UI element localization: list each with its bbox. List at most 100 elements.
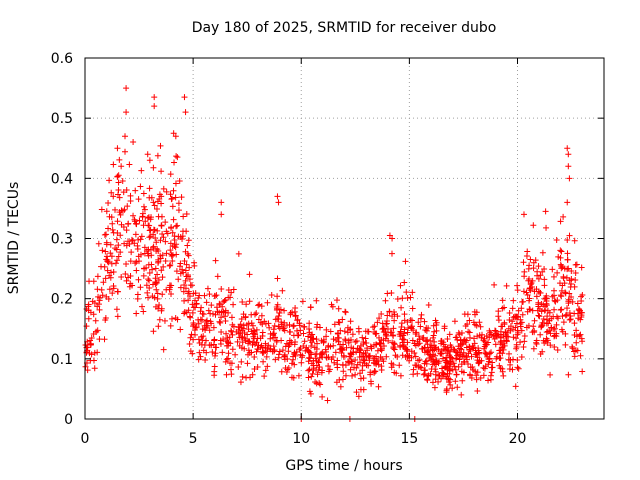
data-point: [195, 316, 202, 323]
data-point: [103, 256, 110, 263]
data-point: [564, 305, 571, 312]
data-point: [290, 322, 297, 329]
data-point: [427, 337, 434, 344]
data-point: [155, 323, 162, 330]
data-point: [401, 279, 408, 286]
data-point: [214, 273, 221, 280]
data-point: [339, 316, 346, 323]
data-point: [123, 277, 130, 284]
data-point: [123, 85, 130, 92]
data-point: [185, 297, 192, 304]
data-point: [483, 350, 490, 357]
data-point: [430, 322, 437, 329]
data-point: [557, 292, 564, 299]
data-point: [337, 341, 344, 348]
data-point: [557, 218, 564, 225]
data-point: [154, 271, 161, 278]
data-point: [220, 336, 227, 343]
data-point: [101, 263, 108, 270]
data-point: [476, 319, 483, 326]
data-point: [239, 333, 246, 340]
data-point: [152, 234, 159, 241]
data-point: [226, 334, 233, 341]
data-point: [401, 317, 408, 324]
data-point: [324, 397, 331, 404]
data-point: [543, 320, 550, 327]
data-point: [184, 242, 191, 249]
data-point: [359, 334, 366, 341]
data-point: [411, 349, 418, 356]
data-point: [249, 322, 256, 329]
data-point: [421, 360, 428, 367]
x-tick-label: 10: [292, 431, 310, 447]
data-point: [305, 374, 312, 381]
data-point: [353, 364, 360, 371]
data-point: [558, 293, 565, 300]
data-point: [517, 339, 524, 346]
data-point: [495, 317, 502, 324]
data-point: [225, 350, 232, 357]
data-point: [264, 348, 271, 355]
data-point: [336, 319, 343, 326]
data-point: [558, 248, 565, 255]
data-point: [535, 312, 542, 319]
data-point: [172, 315, 179, 322]
data-point: [175, 207, 182, 214]
data-point: [98, 206, 105, 213]
data-point: [147, 226, 154, 233]
data-point: [524, 248, 531, 255]
data-point: [213, 344, 220, 351]
data-point: [497, 338, 504, 345]
data-point: [566, 290, 573, 297]
data-point: [546, 327, 553, 334]
data-point: [218, 211, 225, 218]
data-point: [102, 248, 109, 255]
data-point: [236, 342, 243, 349]
data-point: [218, 199, 225, 206]
data-point: [334, 364, 341, 371]
data-point: [136, 258, 143, 265]
data-point: [319, 393, 326, 400]
data-point: [449, 385, 456, 392]
data-point: [82, 363, 89, 370]
data-point: [235, 324, 242, 331]
data-point: [382, 332, 389, 339]
data-point: [146, 185, 153, 192]
data-point: [497, 365, 504, 372]
data-point: [349, 331, 356, 338]
data-point: [533, 293, 540, 300]
data-point: [393, 370, 400, 377]
data-point: [572, 261, 579, 268]
data-point: [316, 363, 323, 370]
data-point: [562, 312, 569, 319]
data-point: [132, 187, 139, 194]
y-axis-ticks: 0 0.1 0.2 0.3 0.4 0.5 0.6: [51, 51, 604, 428]
data-point: [285, 343, 292, 350]
data-point: [295, 331, 302, 338]
data-point: [566, 316, 573, 323]
data-point: [309, 339, 316, 346]
data-point: [120, 189, 127, 196]
data-point: [568, 294, 575, 301]
data-point: [186, 293, 193, 300]
data-point: [144, 214, 151, 221]
data-point: [454, 336, 461, 343]
data-point: [297, 351, 304, 358]
data-point: [435, 378, 442, 385]
data-point: [87, 309, 94, 316]
data-point: [331, 321, 338, 328]
data-point: [447, 376, 454, 383]
data-point: [185, 237, 192, 244]
data-point: [82, 341, 89, 348]
data-point: [141, 244, 148, 251]
data-point: [425, 301, 432, 308]
data-point: [160, 234, 167, 241]
data-point: [222, 318, 229, 325]
data-point: [353, 348, 360, 355]
data-point: [318, 337, 325, 344]
data-point: [521, 333, 528, 340]
data-point: [150, 328, 157, 335]
data-point: [221, 313, 228, 320]
data-point: [128, 236, 135, 243]
data-point: [307, 390, 314, 397]
